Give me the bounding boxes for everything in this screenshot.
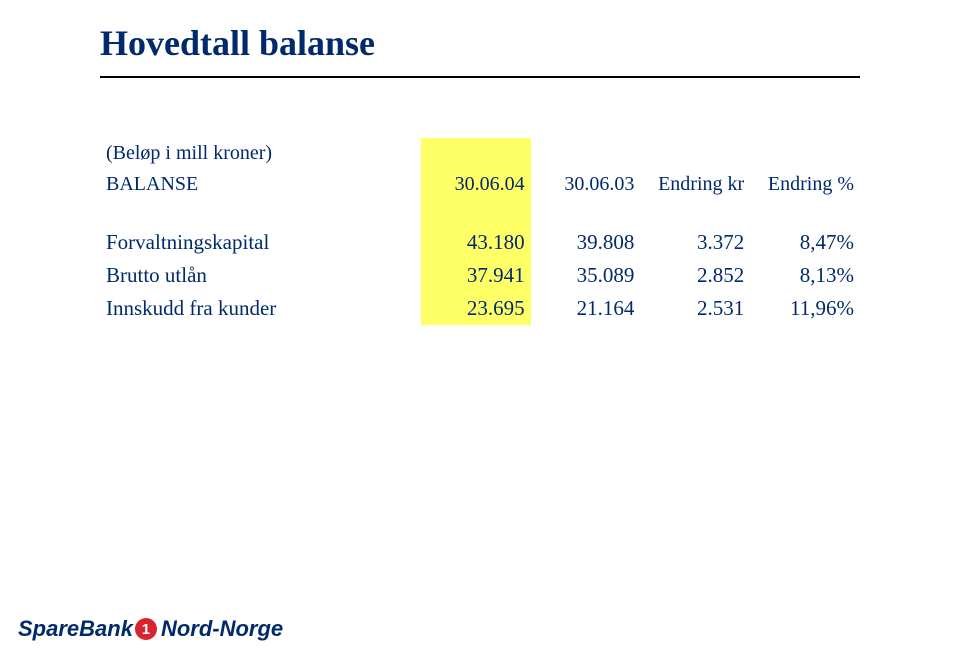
title-rule (100, 76, 860, 78)
logo-right-text: Nord-Norge (161, 616, 283, 642)
row0-c2: 39.808 (531, 226, 641, 259)
page-title: Hovedtall balanse (100, 22, 860, 64)
table-header-row: BALANSE 30.06.04 30.06.03 Endring kr End… (100, 169, 860, 200)
row2-c3: 2.531 (640, 292, 750, 325)
row1-c1: 37.941 (421, 259, 531, 292)
table-section-label: BALANSE (100, 169, 421, 200)
col-header-2: Endring kr (640, 169, 750, 200)
row1-label: Brutto utlån (100, 259, 421, 292)
table-row: Forvaltningskapital 43.180 39.808 3.372 … (100, 226, 860, 259)
table-note-row: (Beløp i mill kroner) (100, 138, 860, 169)
row1-c2: 35.089 (531, 259, 641, 292)
row2-c4: 11,96% (750, 292, 860, 325)
row2-label: Innskudd fra kunder (100, 292, 421, 325)
row1-c3: 2.852 (640, 259, 750, 292)
row0-c4: 8,47% (750, 226, 860, 259)
row0-c3: 3.372 (640, 226, 750, 259)
row1-c4: 8,13% (750, 259, 860, 292)
row0-label: Forvaltningskapital (100, 226, 421, 259)
balance-table: (Beløp i mill kroner) BALANSE 30.06.04 3… (100, 138, 860, 325)
logo-badge-icon: 1 (135, 618, 157, 640)
col-header-0: 30.06.04 (421, 169, 531, 200)
brand-logo: SpareBank 1 Nord-Norge (18, 616, 283, 642)
table-row: Brutto utlån 37.941 35.089 2.852 8,13% (100, 259, 860, 292)
table-row: Innskudd fra kunder 23.695 21.164 2.531 … (100, 292, 860, 325)
table-note: (Beløp i mill kroner) (100, 138, 421, 169)
col-header-3: Endring % (750, 169, 860, 200)
logo-left-text: SpareBank (18, 616, 133, 642)
row2-c2: 21.164 (531, 292, 641, 325)
col-header-1: 30.06.03 (531, 169, 641, 200)
row2-c1: 23.695 (421, 292, 531, 325)
row0-c1: 43.180 (421, 226, 531, 259)
